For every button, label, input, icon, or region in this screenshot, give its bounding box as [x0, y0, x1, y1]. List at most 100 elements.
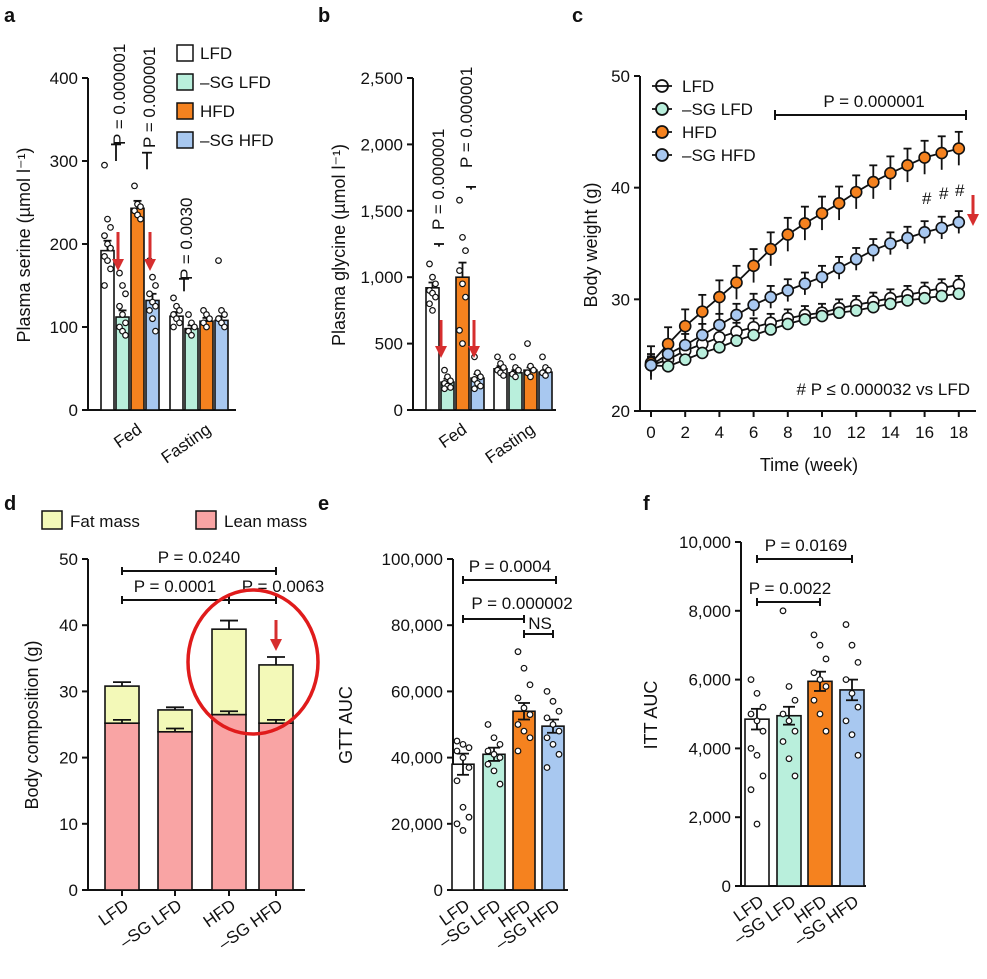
panel-c-data-point — [730, 276, 743, 289]
panel-e-y-tick-label: 0 — [434, 881, 443, 900]
panel-e-p-value-1: P = 0.0004 — [469, 557, 551, 576]
panel-c-data-point — [713, 341, 726, 354]
panel-c-data-point — [781, 228, 795, 241]
panel-e-data-point — [496, 780, 504, 788]
panel-c-y-tick-label: 50 — [611, 67, 630, 86]
panel-a-x-tick-label: Fasting — [158, 420, 215, 468]
panel-c-x-tick-label: 14 — [881, 423, 900, 442]
panel-b-data-point — [500, 372, 507, 379]
panel-f-data-point — [816, 641, 824, 649]
panel-b-data-point — [477, 373, 484, 381]
panel-c-data-point — [678, 353, 692, 366]
legend-label-sg-hfd: –SG HFD — [200, 131, 274, 150]
legend-label-lfd: LFD — [200, 44, 232, 63]
panel-f-data-point — [822, 655, 830, 663]
panel-d-y-tick-label: 20 — [59, 749, 78, 768]
panel-f-data-point — [785, 683, 793, 690]
panel-b-data-point — [462, 293, 469, 301]
panel-e-y-tick-label: 80,000 — [391, 616, 443, 635]
legend-swatch-lfd — [176, 44, 194, 62]
panel-a-data-point — [221, 311, 228, 318]
panel-a-data-point — [131, 182, 138, 190]
panel-e-data-point — [496, 740, 504, 748]
panel-label-a: a — [4, 5, 16, 27]
panel-e-y-tick-label: 60,000 — [391, 682, 443, 701]
panel-f-data-point — [816, 676, 824, 683]
panel-a-bar — [169, 315, 184, 411]
legend-marker-sg-hfd — [655, 148, 669, 162]
panel-d-x-tick-label: LFD — [95, 896, 132, 930]
panel-f-p-value-2: P = 0.0022 — [749, 579, 831, 598]
panel-e-data-point — [520, 664, 528, 672]
panel-c-x-tick-label: 12 — [847, 423, 866, 442]
panel-d-y-tick-label: 30 — [59, 682, 78, 701]
panel-f-data-point — [779, 607, 787, 615]
panel-c-data-point — [866, 243, 880, 257]
panel-c-y-label: Body weight (g) — [581, 182, 601, 307]
panel-d-y-tick-label: 40 — [59, 616, 78, 635]
panel-b-data-point — [441, 385, 448, 393]
panel-a-data-point — [101, 161, 108, 169]
panel-c-data-point — [661, 360, 675, 373]
panel-c-data-point — [730, 334, 743, 347]
panel-b-data-point — [515, 366, 522, 374]
legend-swatch-hfd — [176, 102, 194, 120]
panel-b-y-label: Plasma glycine (µmol l⁻¹) — [329, 144, 349, 346]
panel-e-data-point — [514, 648, 522, 656]
panel-c-data-point — [832, 306, 846, 320]
panel-a-data-point — [221, 323, 228, 331]
legend-swatch-sg-lfd — [176, 73, 194, 91]
panel-a-data-point — [107, 265, 114, 273]
panel-c-data-point — [815, 207, 829, 220]
legend-marker-hfd — [655, 125, 669, 139]
panel-e-y-label: GTT AUC — [336, 686, 356, 764]
panel-f-bar — [744, 718, 770, 887]
panel-e-data-point — [526, 711, 534, 718]
panel-a-data-point — [116, 269, 123, 277]
panel-a-data-point — [149, 315, 156, 323]
legend-swatch-sg-hfd — [176, 131, 194, 149]
panel-b-data-point — [459, 233, 466, 241]
panel-f-data-point — [822, 727, 830, 735]
legend-label-c-hfd: HFD — [682, 123, 717, 142]
panel-b-data-point — [432, 293, 439, 301]
legend-swatch-lean — [195, 510, 217, 530]
panel-f-data-point — [791, 727, 799, 735]
panel-c-data-point — [781, 284, 795, 297]
panel-f-data-point — [848, 731, 856, 739]
panel-c-data-point — [815, 270, 829, 284]
panel-c-data-point — [764, 290, 778, 304]
panel-e-data-point — [484, 760, 492, 768]
panel-c-data-point — [695, 305, 709, 318]
panel-f-data-point — [785, 755, 793, 763]
panel-f-y-tick-label: 0 — [722, 877, 731, 896]
panel-b-data-point — [542, 372, 549, 379]
panel-d: Fat mass Lean mass Body composition (g) … — [22, 510, 324, 954]
panel-d-highlight-circle — [186, 588, 320, 736]
panel-c-data-point — [695, 346, 709, 360]
panel-c-data-point — [884, 297, 897, 311]
panel-c-data-point — [901, 294, 914, 307]
panel-e-data-point — [453, 820, 461, 828]
panel-f-y-label: ITT AUC — [641, 681, 661, 750]
panel-e-data-point — [555, 727, 563, 735]
panel-a: Plasma serine (µmol l⁻¹) 0 100 200 300 400 F… — [14, 44, 274, 468]
panel-d-lean-bar — [104, 722, 140, 891]
panel-a-y-tick-label: 300 — [50, 152, 78, 171]
panel-a-data-point — [146, 290, 153, 298]
legend-marker-sg-lfd — [655, 102, 669, 116]
panel-a-data-point — [119, 282, 126, 289]
panel-e: GTT AUC 0 20,000 40,000 60,000 80,000 100,000… — [336, 550, 573, 954]
panel-f-data-point — [816, 710, 824, 718]
panel-f-data-point — [759, 772, 767, 780]
panel-c-data-point — [918, 291, 931, 305]
panel-e-bar — [482, 753, 506, 891]
panel-f-data-point — [854, 659, 862, 666]
panel-c-x-tick-label: 10 — [813, 423, 832, 442]
panel-d-y-label: Body composition (g) — [22, 640, 42, 809]
panel-a-data-point — [101, 282, 108, 289]
panel-c-data-point — [695, 328, 709, 342]
legend-label-lean: Lean mass — [224, 512, 307, 531]
panel-b-data-point — [456, 326, 463, 334]
panel-a-data-point — [188, 331, 195, 339]
